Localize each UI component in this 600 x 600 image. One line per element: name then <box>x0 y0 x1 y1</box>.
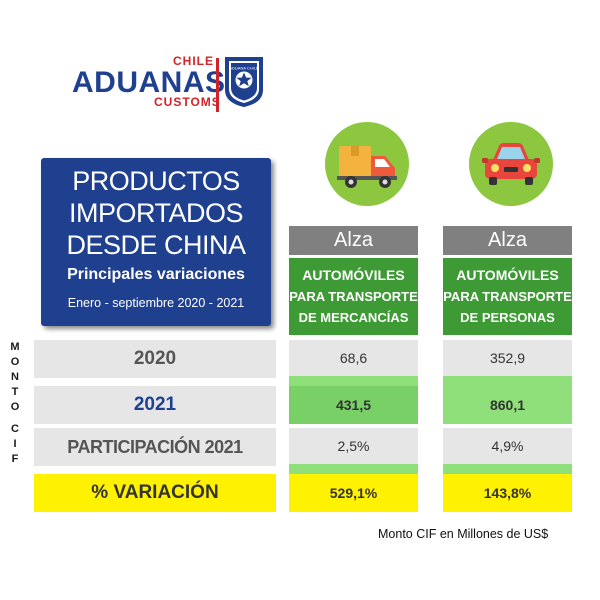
green-strip <box>443 376 572 386</box>
row-label-2020: 2020 <box>34 340 276 378</box>
cell-2021-mercancias: 431,5 <box>289 386 418 424</box>
vertical-letter: O <box>10 401 20 413</box>
delivery-truck-icon <box>337 146 397 188</box>
column-1-header: AUTOMÓVILES PARA TRANSPORTE DE MERCANCÍA… <box>289 258 418 335</box>
green-strip <box>289 376 418 386</box>
title-line-1: PRODUCTOS <box>72 166 240 196</box>
cell-variacion-mercancias: 529,1% <box>289 474 418 512</box>
column-2-header-line-3: DE PERSONAS <box>460 310 555 325</box>
column-1-header-line-1: AUTOMÓVILES <box>302 267 405 283</box>
vertical-letter: F <box>11 453 19 465</box>
row-label-2021: 2021 <box>34 386 276 424</box>
car-icon <box>482 143 540 185</box>
cell-participacion-personas: 4,9% <box>443 428 572 464</box>
cell-2020-personas: 352,9 <box>443 340 572 376</box>
cell-2020-mercancias: 68,6 <box>289 340 418 376</box>
vertical-letter: I <box>13 438 17 450</box>
column-2-trend: Alza <box>443 226 572 255</box>
footnote: Monto CIF en Millones de US$ <box>378 527 549 541</box>
column-2-header-line-2: PARA TRANSPORTE <box>443 289 572 304</box>
title-line-2: IMPORTADOS <box>68 198 244 228</box>
vertical-letter: N <box>11 371 19 383</box>
vertical-letter: M <box>10 341 20 353</box>
row-label-participacion: PARTICIPACIÓN 2021 <box>34 428 276 466</box>
column-1-header-line-3: DE MERCANCÍAS <box>298 310 409 325</box>
column-1-trend: Alza <box>289 226 418 255</box>
title-panel: PRODUCTOS IMPORTADOS DESDE CHINA Princip… <box>41 158 271 326</box>
green-strip <box>443 464 572 474</box>
logo-customs-text: CUSTOMS <box>154 95 221 109</box>
aduana-shield-icon: ADUANA CHILE <box>225 57 263 108</box>
logo-divider <box>216 58 219 112</box>
cell-variacion-personas: 143,8% <box>443 474 572 512</box>
logo-aduanas-text: ADUANAS <box>72 66 226 99</box>
cell-participacion-mercancias: 2,5% <box>289 428 418 464</box>
column-1-header-line-2: PARA TRANSPORTE <box>289 289 418 304</box>
vertical-letter: O <box>10 356 20 368</box>
badge-text-top: ADUANA CHILE <box>229 66 259 71</box>
title-period: Enero - septiembre 2020 - 2021 <box>67 296 245 310</box>
row-label-variacion: % VARIACIÓN <box>34 474 276 512</box>
vertical-label-cif: C I F <box>8 422 22 467</box>
vertical-letter: T <box>11 386 19 398</box>
cell-2021-personas: 860,1 <box>443 386 572 424</box>
title-line-3: DESDE CHINA <box>66 230 246 260</box>
car-icon-circle <box>469 122 553 206</box>
truck-icon-circle <box>325 122 409 206</box>
title-subtitle: Principales variaciones <box>67 266 245 283</box>
column-2-header: AUTOMÓVILES PARA TRANSPORTE DE PERSONAS <box>443 258 572 335</box>
logo-chile-text: CHILE <box>173 54 214 68</box>
vertical-letter: C <box>11 423 19 435</box>
green-strip <box>289 464 418 474</box>
vertical-label-monto: M O N T O <box>8 340 22 415</box>
column-2-header-line-1: AUTOMÓVILES <box>456 267 559 283</box>
